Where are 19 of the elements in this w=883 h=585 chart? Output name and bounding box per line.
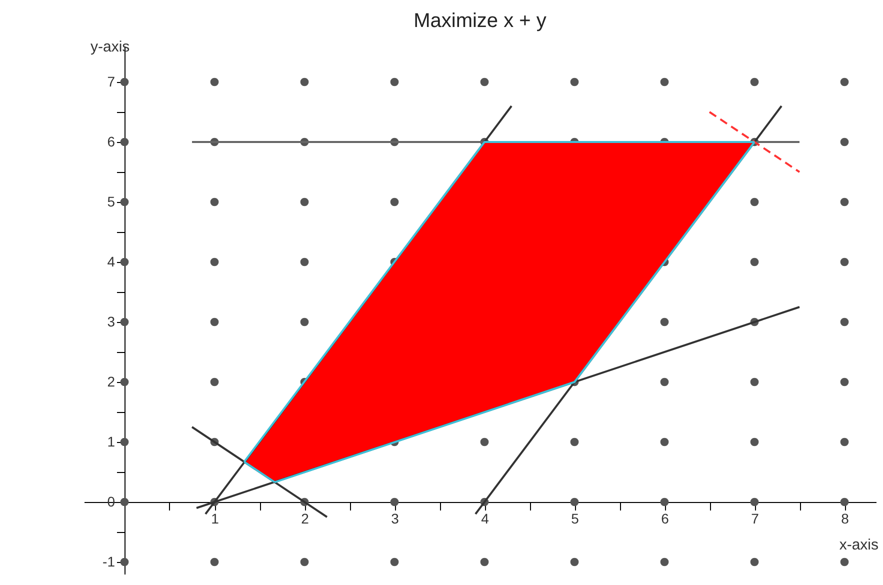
x-tick-label: 3	[391, 510, 400, 526]
x-tick-label: 6	[661, 510, 670, 526]
y-tick-label: 6	[107, 134, 116, 150]
x-tick-label: 8	[841, 510, 850, 526]
x-tick-label: 4	[481, 510, 490, 526]
y-tick-label: 3	[107, 314, 116, 330]
chart-title: Maximize x + y	[414, 10, 546, 32]
x-tick-label: 7	[751, 510, 760, 526]
y-tick-label: -1	[102, 554, 116, 570]
x-tick-label: 5	[571, 510, 580, 526]
y-tick-label: 5	[107, 194, 116, 210]
x-tick-label: 1	[211, 510, 220, 526]
y-tick-label: 2	[107, 374, 116, 390]
y-axis-title: y-axis	[90, 38, 130, 56]
y-tick-label: 1	[107, 434, 116, 450]
y-tick-label: 7	[107, 74, 116, 90]
y-tick-label: 4	[107, 254, 116, 270]
x-tick-label: 2	[301, 510, 310, 526]
x-axis-title: x-axis	[839, 536, 878, 554]
